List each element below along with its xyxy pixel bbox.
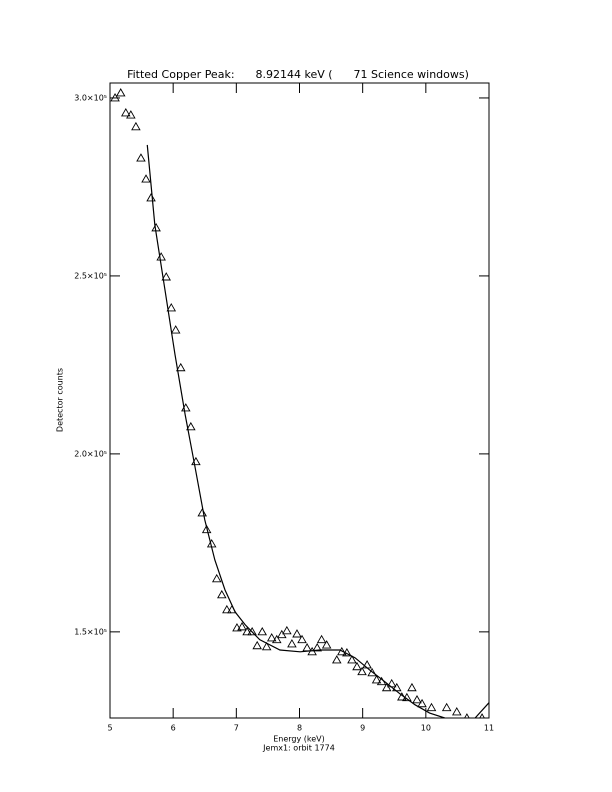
data-point — [186, 421, 196, 431]
data-point — [282, 625, 292, 635]
data-point — [331, 655, 342, 664]
data-point — [321, 640, 332, 649]
x-tick-label: 6 — [171, 724, 176, 733]
data-point — [121, 107, 131, 117]
data-point — [412, 694, 422, 704]
data-point — [452, 707, 462, 716]
data-point — [126, 110, 136, 119]
data-point — [337, 646, 347, 656]
data-point — [211, 573, 222, 583]
data-point — [347, 655, 357, 664]
chart-title: Fitted Copper Peak: 8.92144 keV ( 71 Sci… — [127, 68, 469, 81]
data-point — [316, 634, 327, 644]
data-point — [161, 272, 171, 281]
data-point — [201, 524, 212, 534]
data-point — [297, 634, 307, 644]
data-point — [252, 640, 262, 650]
data-point — [217, 589, 227, 599]
x-tick-label: 9 — [360, 724, 365, 733]
data-point — [146, 193, 156, 202]
y-tick-label: 2.0×10⁵ — [74, 449, 107, 458]
data-point — [131, 121, 141, 131]
x-tick-label: 11 — [484, 724, 494, 733]
data-point — [407, 682, 417, 692]
data-point — [237, 621, 247, 631]
data-point — [257, 626, 268, 636]
plot-area — [110, 88, 489, 718]
data-point — [371, 675, 382, 684]
data-point — [357, 666, 367, 676]
data-point — [110, 93, 120, 102]
x-axis-label: Energy (keV) — [273, 735, 325, 744]
x-tick-label: 5 — [107, 724, 112, 733]
subtitle: Jemx1: orbit 1774 — [262, 744, 335, 753]
x-tick-label: 8 — [297, 724, 302, 733]
y-axis-label: Detector counts — [56, 368, 65, 432]
data-point — [247, 626, 257, 636]
data-point — [242, 626, 252, 636]
data-point — [271, 634, 282, 644]
data-point — [197, 508, 207, 517]
data-point — [287, 639, 297, 648]
data-point — [464, 713, 470, 718]
data-point — [166, 303, 177, 312]
data-point — [417, 698, 427, 708]
data-point — [175, 362, 186, 372]
data-point — [222, 604, 232, 614]
data-point — [266, 633, 277, 642]
data-point — [479, 713, 485, 718]
data-point — [261, 641, 272, 651]
data-point — [367, 667, 377, 677]
y-tick-label: 2.5×10⁵ — [74, 271, 107, 280]
y-tick-label: 1.5×10⁵ — [74, 627, 107, 636]
data-point — [141, 174, 151, 183]
data-point — [426, 702, 437, 712]
x-tick-label: 10 — [421, 724, 431, 733]
x-tick-label: 7 — [234, 724, 239, 733]
data-point — [170, 325, 181, 334]
fit-line — [146, 144, 489, 718]
data-point — [115, 88, 126, 97]
data-point — [441, 702, 452, 712]
data-point — [136, 153, 146, 162]
data-point — [352, 661, 362, 671]
y-tick-label: 3.0×10⁵ — [74, 93, 107, 102]
data-point — [312, 642, 322, 652]
data-point — [292, 629, 302, 638]
